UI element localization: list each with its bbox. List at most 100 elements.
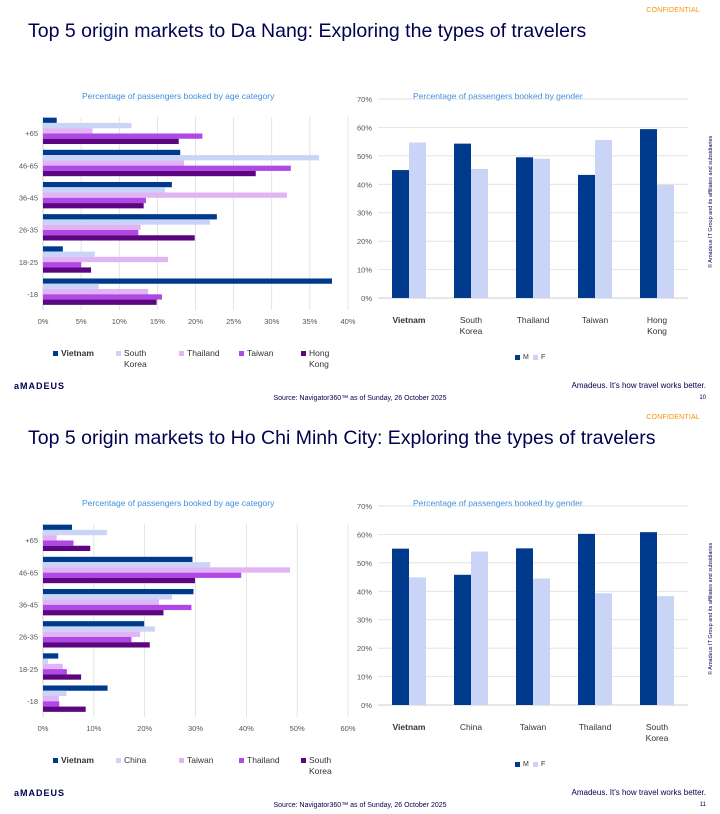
x-tick-label: Thailand (517, 315, 550, 325)
bar (392, 170, 409, 298)
y-tick-label: 18-25 (19, 665, 38, 674)
legend-item: F (533, 759, 545, 770)
x-tick-label: 15% (150, 317, 165, 326)
y-tick-label: +65 (25, 536, 38, 545)
bar (43, 197, 146, 204)
y-tick-label: 70% (357, 502, 372, 511)
bar (43, 594, 173, 600)
bar (43, 567, 291, 573)
bar (43, 224, 141, 230)
legend-swatch (239, 351, 244, 357)
bar (43, 138, 179, 145)
bar (43, 540, 74, 546)
legend-label: F (541, 354, 546, 361)
legend-item: Taiwan (239, 348, 273, 359)
legend-label: M (523, 354, 529, 361)
y-tick-label: -18 (27, 697, 38, 706)
legend-item: F (533, 352, 545, 363)
bar (43, 155, 320, 161)
y-tick-label: 26-35 (19, 226, 38, 235)
tagline: Amadeus. It's how travel works better. (571, 381, 706, 390)
slide-da-nang: CONFIDENTIAL Top 5 origin markets to Da … (14, 7, 714, 402)
y-tick-label: 26-35 (19, 633, 38, 642)
legend-swatch (116, 351, 121, 357)
bar (43, 690, 67, 697)
slide-title: Top 5 origin markets to Da Nang: Explori… (28, 20, 587, 42)
bar (43, 229, 139, 236)
bar (43, 658, 49, 664)
legend-swatch (533, 761, 538, 767)
bar (578, 174, 595, 298)
y-tick-label: 46-65 (19, 568, 38, 577)
x-tick-label: 0% (38, 317, 49, 326)
page-number: 11 (699, 802, 706, 808)
bar (43, 621, 145, 627)
y-tick-label: 30% (357, 616, 372, 625)
x-tick-label: Korea (646, 733, 669, 743)
bar (43, 577, 195, 584)
bar (43, 256, 169, 263)
y-tick-label: 40% (357, 180, 372, 189)
bar (43, 117, 57, 123)
legend-label: South Korea (309, 755, 332, 776)
legend-item: Thailand (179, 348, 220, 359)
bar (43, 572, 242, 578)
bar (392, 548, 409, 705)
legend-item: Vietnam (53, 755, 94, 766)
legend-swatch (533, 354, 538, 360)
bar (43, 299, 157, 305)
bar (43, 149, 181, 156)
bar (409, 142, 426, 298)
bar (578, 533, 595, 705)
bar (43, 165, 291, 171)
bar (516, 548, 533, 705)
legend-item: M (515, 759, 529, 770)
copyright-note: © Amadeus IT Group and its affiliates an… (708, 542, 714, 675)
x-tick-label: Hong (647, 315, 668, 325)
bar (43, 192, 287, 198)
legend-item: Thailand (239, 755, 280, 766)
x-tick-label: 40% (239, 724, 254, 733)
bar (43, 631, 141, 637)
bar (43, 251, 95, 257)
bar (640, 129, 657, 298)
y-tick-label: 0% (361, 294, 372, 303)
bar (43, 636, 132, 643)
y-tick-label: 46-65 (19, 161, 38, 170)
bar (43, 610, 164, 616)
legend-swatch (179, 351, 184, 357)
bar (43, 674, 82, 680)
bar (43, 246, 63, 252)
legend-label: M (523, 761, 529, 768)
bar (657, 596, 674, 705)
gender-chart-title: Percentage of passengers booked by gende… (413, 91, 583, 101)
bar (43, 588, 194, 595)
bar (43, 696, 59, 702)
y-tick-label: 50% (357, 152, 372, 161)
bar (43, 133, 203, 139)
age-category-bar-chart: 0% 5% 10% 15% 20% 25% 30% 35% 40% +65 46-65 36-45 26… (19, 117, 356, 326)
legend-item: South Korea (301, 755, 332, 777)
bar (533, 158, 550, 298)
bar (471, 551, 488, 705)
legend-label: South Korea (124, 348, 147, 369)
x-tick-label: China (460, 722, 482, 732)
legend-label: Vietnam (61, 755, 94, 765)
bar (471, 168, 488, 298)
bar (43, 701, 60, 707)
x-tick-label: 0% (38, 724, 49, 733)
legend-swatch (301, 351, 306, 357)
source-note: Source: Navigator360™ as of Sunday, 26 O… (273, 802, 447, 809)
x-tick-label: Thailand (579, 722, 612, 732)
bar (43, 524, 72, 530)
legend-swatch (301, 758, 306, 764)
bar (43, 599, 159, 605)
confidential-label: CONFIDENTIAL (646, 414, 700, 421)
bar (43, 235, 195, 241)
bar (595, 139, 612, 298)
bar (43, 289, 149, 295)
slide-ho-chi-minh-city: CONFIDENTIAL Top 5 origin markets to Ho … (0, 407, 720, 814)
bar (640, 532, 657, 705)
confidential-label: CONFIDENTIAL (646, 7, 700, 14)
age-chart-title: Percentage of passengers booked by age c… (82, 498, 275, 508)
